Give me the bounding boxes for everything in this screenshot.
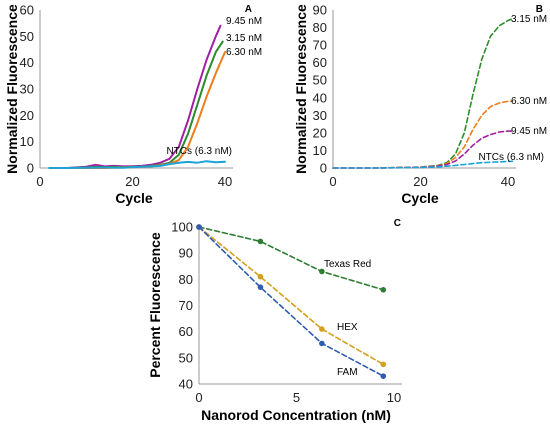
y-tick-label: 70 (179, 298, 193, 313)
series-label: 6.30 nM (511, 96, 547, 107)
data-point-fam (380, 373, 387, 379)
y-tick-label: 50 (179, 350, 193, 365)
series-line-texas-red (198, 226, 385, 291)
series-label: HEX (337, 322, 358, 333)
panel-letter: B (536, 4, 543, 15)
series-line-fam (198, 226, 385, 377)
data-point-texas-red (257, 238, 264, 245)
data-point-hex (380, 361, 387, 368)
data-point-texas-red (319, 268, 325, 275)
y-tick-label: 10 (20, 134, 34, 149)
y-tick-label: 60 (313, 55, 327, 70)
x-tick-label: 5 (293, 390, 300, 405)
series-line-3-15-nm (332, 18, 514, 169)
panel-letter: A (245, 4, 252, 15)
data-point-fam (196, 224, 202, 230)
series-label: NTCs (6.3 nM) (166, 146, 232, 157)
x-tick-label: 20 (413, 174, 427, 189)
chart-panel-b: 0 20 40 0 10 20 30 40 50 60 70 80 90 Cycle Normalized … (293, 3, 547, 207)
data-point-hex (257, 273, 264, 280)
y-tick-label: 60 (179, 324, 193, 339)
y-tick-label: 60 (20, 3, 34, 18)
series-line-hex (198, 226, 385, 366)
y-axis-title: Percent Fluorescence (147, 232, 163, 378)
y-tick-label: 20 (20, 108, 34, 123)
y-tick-label: 40 (313, 90, 327, 105)
series-label: Texas Red (324, 259, 371, 270)
y-tick-label: 20 (313, 125, 327, 140)
data-point-fam (319, 340, 325, 347)
y-tick-label: 0 (320, 161, 327, 176)
data-point-texas-red (380, 287, 387, 293)
chart-panel-c: 0 5 10 40 50 60 70 80 90 100 Nanorod Concentration… (147, 218, 402, 423)
series-label: 9.45 nM (226, 16, 262, 27)
y-tick-label: 40 (20, 55, 34, 70)
y-tick-label: 80 (179, 272, 193, 287)
y-tick-label: 70 (313, 38, 327, 53)
series-label: 6.30 nM (226, 47, 262, 58)
series-label: NTCs (6.3 nM) (478, 152, 544, 163)
chart-panel-a: 0 20 40 0 10 20 30 40 50 60 Cycle Normalized Fluore… (4, 3, 262, 207)
x-tick-label: 10 (387, 390, 401, 405)
y-tick-label: 30 (313, 108, 327, 123)
data-point-hex (319, 326, 325, 332)
y-tick-label: 100 (171, 220, 193, 235)
panel-letter: C (394, 218, 401, 229)
x-tick-label: 0 (329, 174, 336, 189)
y-tick-label: 40 (179, 377, 193, 392)
series-line-ntcs-6-3-nm- (48, 160, 226, 169)
x-tick-label: 40 (218, 174, 232, 189)
x-axis-title: Cycle (115, 190, 153, 206)
y-tick-label: 80 (313, 20, 327, 35)
data-point-fam (257, 284, 264, 290)
y-tick-label: 90 (313, 3, 327, 18)
x-tick-label: 0 (195, 390, 202, 405)
x-tick-label: 20 (125, 174, 139, 189)
x-tick-label: 0 (36, 174, 43, 189)
x-axis-title: Nanorod Concentration (nM) (201, 407, 391, 423)
y-tick-label: 10 (313, 143, 327, 158)
y-tick-label: 50 (20, 29, 34, 44)
series-label: FAM (337, 367, 358, 378)
series-line-ntcs-6-3-nm- (332, 160, 514, 169)
y-tick-label: 0 (27, 161, 34, 176)
y-tick-label: 90 (179, 246, 193, 261)
series-label: 3.15 nM (511, 14, 547, 25)
x-tick-label: 40 (501, 174, 515, 189)
y-tick-label: 50 (313, 73, 327, 88)
y-axis-title: Normalized Fluorescence (4, 4, 20, 174)
y-axis-title: Normalized Fluorescence (293, 4, 309, 174)
series-label: 9.45 nM (511, 126, 547, 137)
y-tick-label: 30 (20, 82, 34, 97)
x-axis-title: Cycle (401, 190, 439, 206)
series-label: 3.15 nM (226, 33, 262, 44)
